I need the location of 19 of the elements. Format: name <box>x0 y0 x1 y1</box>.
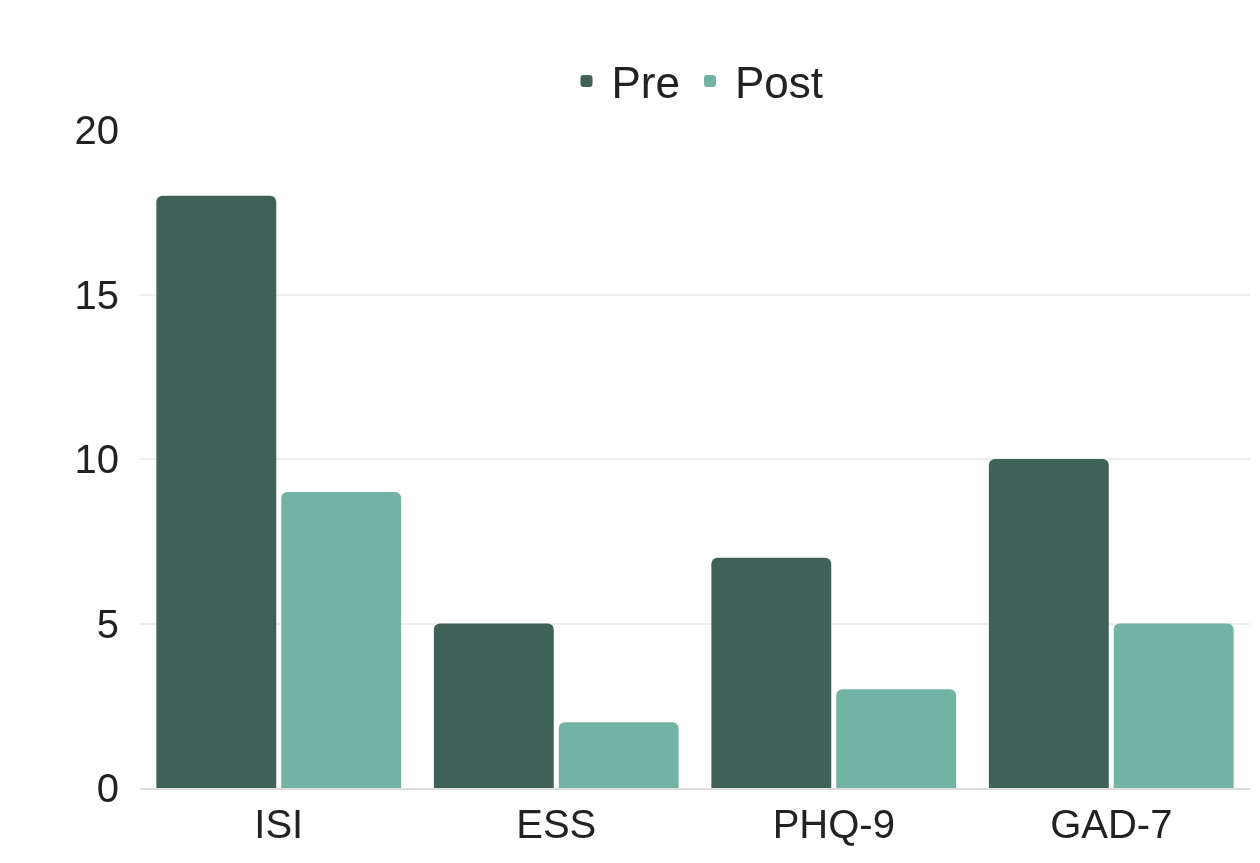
y-tick-label: 5 <box>96 601 119 646</box>
x-tick-label: PHQ-9 <box>772 802 895 846</box>
bar <box>1113 623 1234 788</box>
bar <box>988 459 1109 788</box>
bar <box>433 623 554 788</box>
bar <box>836 689 957 788</box>
bar <box>281 491 402 788</box>
bar <box>156 195 277 788</box>
legend-label: Pre <box>611 58 680 108</box>
y-tick-label: 20 <box>74 108 119 152</box>
x-tick-label: GAD-7 <box>1050 802 1173 846</box>
x-tick-label: ESS <box>516 802 597 846</box>
bar <box>558 722 679 788</box>
x-tick-label: ISI <box>254 802 304 846</box>
y-tick-label: 10 <box>74 437 119 481</box>
y-tick-label: 15 <box>74 272 119 317</box>
y-tick-label: 0 <box>96 766 119 810</box>
bar <box>711 557 832 788</box>
legend-label: Post <box>734 58 824 108</box>
